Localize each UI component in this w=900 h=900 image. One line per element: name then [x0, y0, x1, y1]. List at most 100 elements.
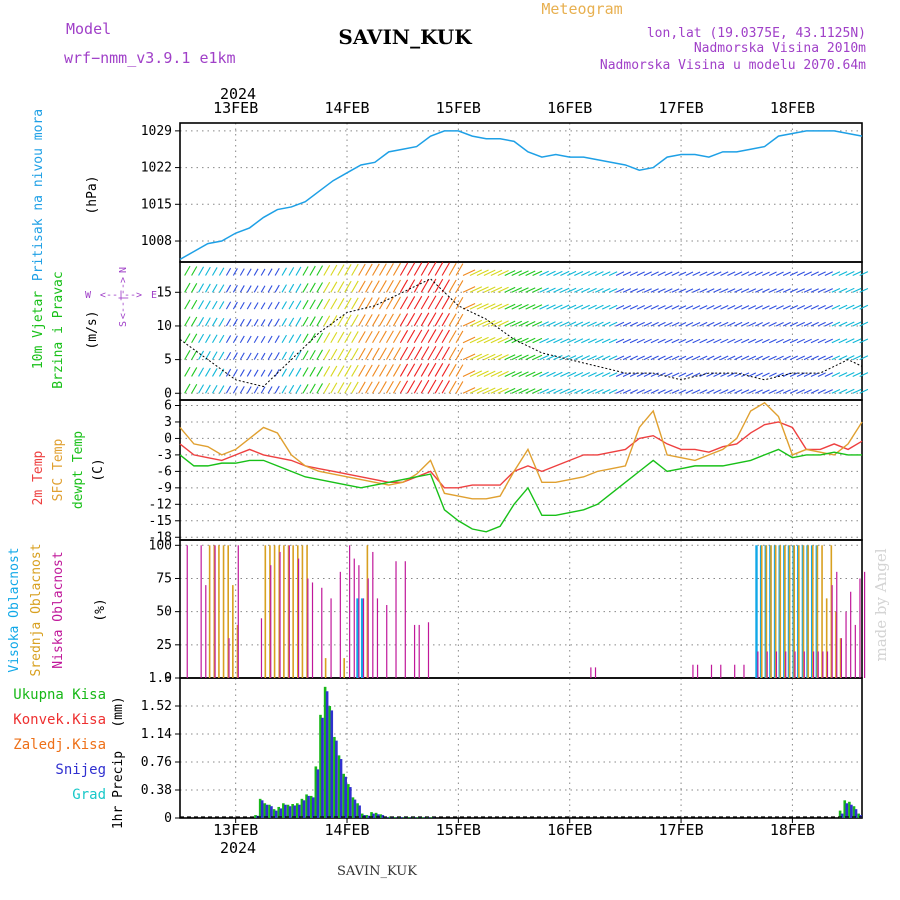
wind-barb	[720, 321, 729, 327]
wind-barb	[588, 287, 597, 293]
wind-barb	[198, 283, 205, 293]
wind-barb	[532, 304, 543, 310]
wind-barb	[824, 355, 833, 361]
wind-barb	[692, 321, 701, 327]
wind-barb	[838, 271, 848, 276]
wind-barb	[525, 320, 536, 327]
wind-barb	[789, 355, 798, 361]
wind-barb	[768, 355, 777, 361]
wind-barb	[845, 287, 855, 293]
precip-total-bar	[848, 801, 851, 818]
wind-barb	[205, 367, 211, 377]
wind-barb	[629, 389, 638, 394]
wind-barb	[622, 321, 632, 327]
wind-barb	[553, 338, 563, 344]
wind-barb	[344, 314, 352, 327]
cloud-low-bar	[367, 578, 369, 678]
wind-barb	[476, 286, 489, 293]
cloud-low-bar	[854, 624, 856, 678]
wind-barb	[218, 385, 225, 394]
ytick-label-precipitation: 1.9	[149, 671, 172, 686]
cloud-low-bar	[279, 551, 281, 678]
wind-barb	[748, 372, 757, 377]
wind-barb	[650, 372, 659, 377]
wind-barb	[650, 338, 659, 344]
cloud-ylabels: Visoka Oblacnost Srednja Oblacnost Niska…	[7, 543, 108, 676]
wind-barb	[448, 279, 457, 293]
wind-barb	[727, 288, 736, 293]
wind-barb	[511, 354, 523, 361]
wind-barb	[643, 288, 652, 293]
wind-barb	[525, 287, 536, 293]
wind-barb	[636, 389, 645, 394]
wind-barb	[225, 267, 232, 276]
wind-barb	[413, 329, 423, 344]
precip-snow-bar	[850, 804, 853, 818]
wind-barb	[831, 304, 841, 310]
wind-barb	[483, 370, 496, 377]
wind-barb	[191, 299, 198, 310]
wind-barb	[671, 389, 680, 394]
wind-barb	[469, 269, 483, 276]
wind-barb	[198, 333, 205, 344]
wind-barb	[636, 338, 645, 344]
wind-barb	[511, 337, 523, 344]
cloud-mid-bar	[802, 545, 805, 678]
wind-barb	[859, 321, 869, 327]
wind-barb	[427, 261, 437, 276]
wind-barb	[281, 385, 287, 394]
wind-barb	[323, 281, 331, 293]
wind-barb	[574, 338, 584, 344]
wind-barb	[782, 271, 791, 276]
wind-barb	[372, 280, 380, 293]
wind-barb	[253, 335, 259, 344]
wind-barb	[476, 320, 489, 327]
wind-barb	[469, 336, 483, 344]
wind-barb	[859, 304, 869, 310]
wind-barb	[671, 305, 680, 310]
wind-barb	[385, 313, 394, 327]
wind-barb	[448, 313, 457, 327]
wind-barb	[574, 371, 584, 377]
wind-compass: N W E S <--|--> <--|-->	[85, 267, 157, 327]
wind-barb	[803, 321, 812, 327]
cloud-mid-bar	[816, 545, 819, 678]
ytick-label-wind: 15	[156, 285, 172, 300]
wind-barb	[239, 268, 245, 276]
cloud-low-bar	[734, 664, 736, 678]
wind-barb	[755, 338, 763, 344]
ytick-label-cloud: 100	[149, 538, 172, 553]
wind-barb	[720, 288, 729, 293]
wind-barb	[469, 353, 483, 361]
wind-barb	[762, 389, 770, 394]
precip-total-bar	[305, 794, 308, 818]
wind-barb	[253, 268, 259, 276]
wind-barb	[601, 271, 611, 276]
wind-barb	[803, 355, 812, 361]
wind-barb	[260, 335, 266, 344]
wind-barb	[636, 305, 645, 310]
wind-barb	[539, 338, 549, 344]
cloud-low-bar	[859, 578, 861, 678]
wind-barb	[650, 355, 659, 361]
cloud-low-bar	[812, 651, 815, 678]
wind-barb	[260, 302, 266, 310]
wind-barb	[330, 281, 338, 293]
wind-barb	[622, 271, 632, 276]
cloud-mid-bar	[366, 545, 369, 678]
wind-barb	[768, 322, 777, 327]
wind-barb	[427, 362, 437, 377]
wind-barb	[225, 351, 232, 360]
wind-barb	[330, 348, 338, 360]
wind-barb	[309, 333, 316, 344]
wind-barb	[504, 387, 516, 394]
wind-barb	[824, 271, 833, 276]
wind-barb	[372, 330, 380, 344]
x-date-bottom: 14FEB	[324, 821, 369, 839]
wind-barb	[246, 268, 252, 276]
wind-barb	[344, 348, 352, 360]
wind-barb	[392, 262, 401, 276]
wind-barb	[615, 321, 625, 327]
compass-west: W	[85, 290, 92, 301]
